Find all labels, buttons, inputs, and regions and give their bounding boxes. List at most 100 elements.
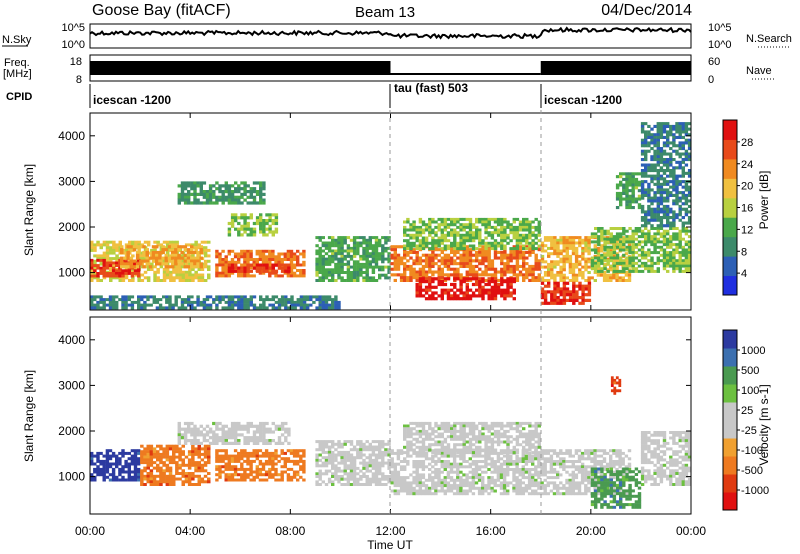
heatmap-cell (271, 451, 275, 455)
heatmap-cell (515, 262, 520, 266)
heatmap-cell (129, 262, 134, 266)
heatmap-cell (190, 250, 194, 255)
heatmap-cell (528, 253, 532, 257)
heatmap-cell (218, 449, 222, 453)
heatmap-cell (218, 295, 222, 299)
heatmap-cell (634, 267, 639, 271)
heatmap-cell (666, 124, 670, 128)
heatmap-cell (331, 244, 335, 248)
heatmap-cell (490, 241, 495, 245)
heatmap-cell (581, 252, 585, 256)
heatmap-cell (111, 454, 116, 458)
heatmap-cell (230, 258, 235, 261)
heatmap-cell (246, 271, 250, 275)
heatmap-cell (468, 228, 473, 232)
heatmap-cell (653, 155, 657, 159)
heatmap-cell (471, 247, 476, 251)
heatmap-cell (359, 244, 363, 248)
heatmap-cell (365, 475, 369, 478)
heatmap-cell (403, 233, 407, 237)
heatmap-cell (468, 262, 473, 266)
heatmap-cell (518, 250, 523, 254)
heatmap-cell (359, 456, 363, 460)
heatmap-cell (280, 300, 285, 304)
heatmap-cell (584, 298, 588, 302)
heatmap-cell (687, 261, 692, 265)
heatmap-cell (612, 269, 617, 273)
heatmap-cell (381, 440, 385, 444)
heatmap-cell (268, 213, 272, 217)
heatmap-cell (628, 237, 632, 241)
heatmap-cell (174, 253, 178, 257)
heatmap-cell (640, 141, 645, 145)
heatmap-cell (218, 470, 222, 474)
heatmap-cell (421, 223, 426, 227)
heatmap-cell (622, 189, 626, 193)
heatmap-cell (152, 474, 157, 478)
heatmap-cell (196, 298, 200, 302)
heatmap-cell (368, 480, 372, 484)
heatmap-cell (506, 288, 510, 292)
heatmap-cell (183, 198, 188, 202)
heatmap-cell (268, 227, 272, 231)
heatmap-cell (456, 225, 460, 229)
heatmap-cell (312, 300, 316, 304)
heatmap-cell (500, 267, 504, 271)
heatmap-cell (346, 254, 351, 258)
heatmap-cell (631, 200, 635, 204)
heatmap-cell (384, 241, 388, 245)
heatmap-cell (594, 269, 598, 273)
heatmap-cell (105, 240, 110, 244)
heatmap-cell (143, 303, 147, 307)
freq-left-label-1: Freq. (4, 57, 30, 69)
heatmap-cell (268, 454, 272, 458)
heatmap-cell (191, 474, 195, 478)
heatmap-cell (387, 461, 391, 465)
heatmap-cell (550, 252, 554, 256)
heatmap-cell (456, 256, 460, 260)
heatmap-cell (681, 160, 685, 164)
heatmap-cell (625, 267, 629, 271)
heatmap-cell (331, 483, 335, 486)
heatmap-cell (565, 287, 570, 291)
heatmap-cell (343, 442, 347, 446)
heatmap-cell (315, 244, 319, 248)
heatmap-cell (243, 478, 247, 482)
heatmap-cell (99, 451, 103, 455)
heatmap-cell (490, 285, 495, 289)
heatmap-cell (264, 473, 269, 477)
heatmap-cell (302, 255, 306, 259)
heatmap-cell (165, 483, 170, 486)
heatmap-cell (169, 270, 173, 274)
heatmap-cell (403, 273, 407, 277)
heatmap-cell (659, 155, 664, 159)
heatmap-cell (465, 217, 469, 221)
heatmap-cell (368, 442, 372, 446)
heatmap-cell (437, 276, 441, 280)
heatmap-cell (653, 124, 657, 128)
heatmap-cell (456, 294, 460, 298)
heatmap-cell (384, 450, 388, 454)
heatmap-cell (224, 266, 228, 270)
heatmap-cell (615, 261, 620, 265)
heatmap-cell (149, 303, 153, 307)
heatmap-cell (197, 246, 201, 250)
heatmap-cell (675, 232, 679, 236)
heatmap-cell (540, 265, 545, 269)
heatmap-cell (352, 273, 357, 277)
heatmap-cell (131, 279, 135, 282)
heatmap-cell (672, 259, 676, 263)
heatmap-cell (666, 191, 670, 195)
heatmap-cell (572, 281, 576, 285)
heatmap-cell (431, 262, 435, 266)
heatmap-cell (415, 231, 419, 235)
heatmap-cell (287, 269, 291, 273)
heatmap-cell (359, 469, 363, 473)
heatmap-cell (165, 447, 170, 451)
heatmap-cell (453, 262, 457, 266)
heatmap-cell (368, 461, 372, 465)
heatmap-cell (124, 465, 128, 469)
heatmap-cell (481, 294, 485, 298)
heatmap-cell (540, 249, 545, 253)
heatmap-cell (371, 466, 376, 470)
